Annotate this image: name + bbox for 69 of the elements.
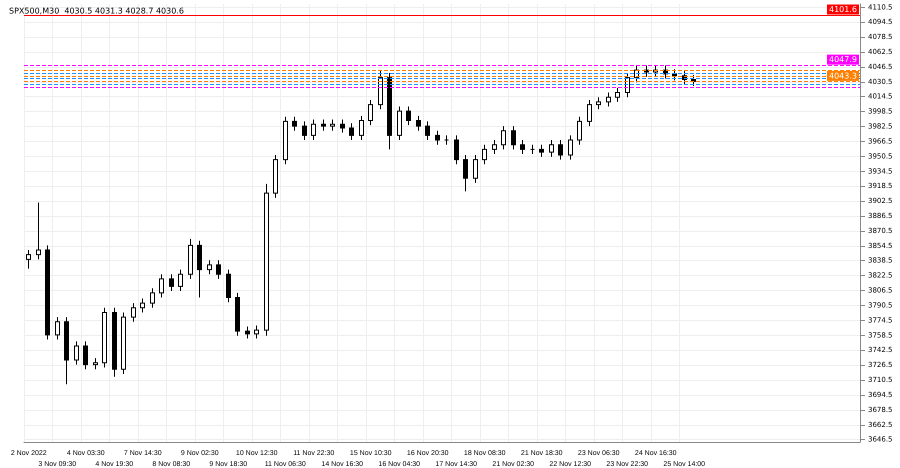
candlestick bbox=[102, 307, 107, 368]
candlestick bbox=[311, 119, 316, 141]
candlestick bbox=[397, 106, 402, 141]
candlestick bbox=[121, 312, 126, 374]
candlestick bbox=[26, 250, 31, 270]
candlestick bbox=[340, 119, 345, 134]
candlestick bbox=[216, 260, 221, 280]
candlestick bbox=[539, 144, 544, 158]
candlestick bbox=[264, 183, 269, 336]
candlestick bbox=[482, 144, 487, 165]
candlestick bbox=[606, 92, 611, 108]
candlestick bbox=[283, 116, 288, 165]
candlestick bbox=[520, 140, 525, 155]
candlestick bbox=[615, 87, 620, 102]
candlestick bbox=[235, 292, 240, 336]
candlestick bbox=[112, 307, 117, 378]
candlestick bbox=[406, 106, 411, 126]
candlestick bbox=[321, 119, 326, 132]
candlestick bbox=[568, 134, 573, 160]
chart-title: SPX500,M30 4030.5 4031.3 4028.7 4030.6 bbox=[9, 6, 184, 16]
candlestick bbox=[596, 96, 601, 110]
candlestick bbox=[511, 126, 516, 150]
candlestick bbox=[454, 134, 459, 165]
candlestick bbox=[359, 115, 364, 141]
candlestick bbox=[74, 340, 79, 366]
candlestick bbox=[425, 120, 430, 141]
candlestick bbox=[302, 120, 307, 141]
candlestick bbox=[558, 140, 563, 160]
candlestick bbox=[587, 99, 592, 127]
candlestick bbox=[254, 325, 259, 340]
candlestick bbox=[368, 99, 373, 126]
candlestick bbox=[444, 134, 449, 146]
candlestick bbox=[292, 116, 297, 132]
candlestick bbox=[549, 140, 554, 158]
candlestick bbox=[273, 154, 278, 198]
candlestick bbox=[207, 260, 212, 275]
ref-line-label: 4043.3 bbox=[829, 71, 857, 80]
candlestick bbox=[501, 126, 506, 150]
candlestick bbox=[492, 140, 497, 155]
ref-line-label: 4101.6 bbox=[829, 5, 857, 14]
candlestick bbox=[672, 68, 677, 81]
candlestick bbox=[169, 274, 174, 292]
candlestick bbox=[463, 154, 468, 192]
candlestick bbox=[197, 240, 202, 298]
candlestick bbox=[55, 316, 60, 340]
candlestick bbox=[64, 316, 69, 385]
candlestick bbox=[159, 274, 164, 298]
candlestick bbox=[178, 269, 183, 292]
candlestick bbox=[140, 298, 145, 313]
candlestick bbox=[36, 202, 41, 260]
candlestick bbox=[150, 288, 155, 308]
candlestick bbox=[83, 340, 88, 370]
candlestick bbox=[330, 119, 335, 132]
candlestick bbox=[691, 74, 696, 87]
candlestick bbox=[45, 244, 50, 340]
candlestick bbox=[530, 144, 535, 155]
candlestick bbox=[188, 238, 193, 280]
candlestick bbox=[387, 72, 392, 150]
ref-line-label: 4047.9 bbox=[829, 55, 857, 64]
candlestick bbox=[378, 70, 383, 110]
candlestick bbox=[226, 269, 231, 303]
candlestick bbox=[577, 116, 582, 146]
candlestick bbox=[93, 358, 98, 370]
candlestick bbox=[131, 302, 136, 322]
candlestick bbox=[435, 130, 440, 146]
candlestick bbox=[349, 122, 354, 141]
candlestick bbox=[416, 115, 421, 132]
candlestick bbox=[245, 326, 250, 340]
candlestick bbox=[473, 154, 478, 184]
